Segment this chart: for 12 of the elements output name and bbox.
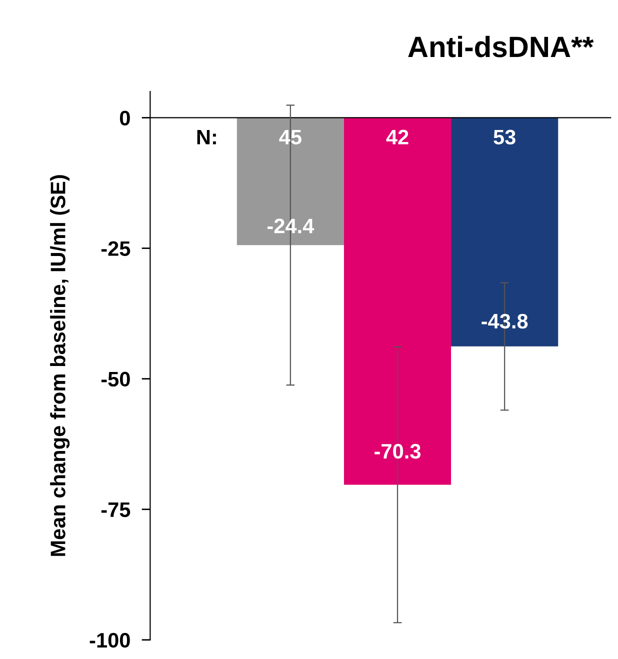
y-tick-label: -50	[101, 372, 130, 387]
y-tick-label: -25	[101, 241, 130, 256]
annotation: 53	[494, 130, 516, 145]
y-tick-label: -100	[90, 632, 130, 648]
chart-title: Anti-dsDNA**	[408, 36, 594, 58]
y-tick-label: -75	[101, 502, 130, 518]
data-label: -43.8	[482, 314, 528, 329]
data-label: -70.3	[374, 444, 420, 459]
y-axis-title: Mean change from baseline, IU/ml (SE)	[50, 175, 70, 556]
y-tick-label: 0	[120, 110, 130, 126]
annotation: N:	[197, 130, 216, 144]
annotation: 42	[386, 130, 408, 144]
